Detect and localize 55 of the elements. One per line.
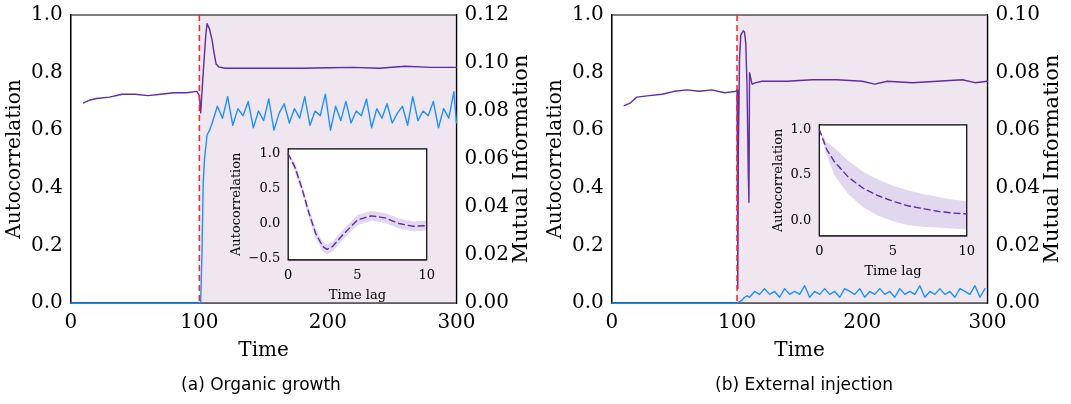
y-tick-label: 0.2 [30,231,63,256]
y-tick-label: 0.0 [259,214,281,230]
y-tick-label: 0.5 [259,179,281,195]
y-tick-label: 0.5 [790,166,812,182]
x-tick-label: 100 [180,309,219,334]
x-tick-label: 5 [888,242,898,258]
x-tick-label: 10 [958,242,975,258]
y-tick-label: 0.6 [30,116,63,141]
y-tick-label: 1.0 [30,1,63,26]
y2-tick-label: 0.02 [464,241,509,266]
y-tick-label: 0.0 [790,211,812,227]
x-tick-label: 200 [843,309,882,334]
x-tick-label: 200 [308,309,348,334]
y-tick-label: 1.0 [259,145,281,161]
y2-axis-title: Mutual Information [1038,54,1063,264]
y2-tick-label: 0.06 [464,145,509,170]
text: (b) External injection [714,374,894,394]
y-tick-label: 0.0 [30,289,63,314]
y2-tick-label: 0.10 [464,49,509,74]
text: (a) Organic growth [180,374,342,394]
y2-tick-label: 0.08 [464,97,509,122]
y-tick-label: −0.5 [248,249,281,265]
y2-tick-label: 0.08 [995,58,1040,83]
y-tick-label: 0.6 [571,116,604,141]
y-tick-label: 0.4 [30,174,63,198]
y2-tick-label: 0.04 [995,174,1040,198]
x-tick-label: 5 [353,266,362,282]
x-axis-title: Time lag [864,262,922,278]
x-tick-label: 0 [815,242,824,258]
y-tick-label: 0.8 [571,58,604,83]
y2-tick-label: 0.06 [995,116,1040,141]
y2-axis-title: Mutual Information [507,54,532,264]
y2-tick-label: 0.10 [995,1,1040,26]
y-tick-label: 0.0 [571,289,604,314]
y-axis-title: Autocorrelation [542,79,567,240]
y-tick-label: 0.2 [571,231,604,256]
y-tick-label: 0.4 [571,174,604,198]
y-axis-title: Autocorrelation [228,151,244,258]
y2-tick-label: 0.04 [464,193,509,218]
y2-tick-label: 0.12 [464,1,509,26]
x-axis-title: Time lag [328,286,387,302]
x-tick-label: 0 [284,266,293,282]
x-axis-title: Time [238,337,289,362]
x-axis-title: Time [774,337,825,362]
line-series [818,128,968,215]
y-tick-label: 0.8 [30,58,63,83]
x-tick-label: 0 [605,309,619,334]
y2-tick-label: 0.02 [995,231,1040,256]
y-tick-label: 1.0 [571,1,604,26]
x-tick-label: 0 [64,309,78,334]
y-tick-label: 1.0 [790,120,812,136]
x-tick-label: 10 [418,266,435,282]
x-tick-label: 100 [717,309,757,334]
y-axis-title: Autocorrelation [770,127,786,234]
y-axis-title: Autocorrelation [1,79,26,240]
